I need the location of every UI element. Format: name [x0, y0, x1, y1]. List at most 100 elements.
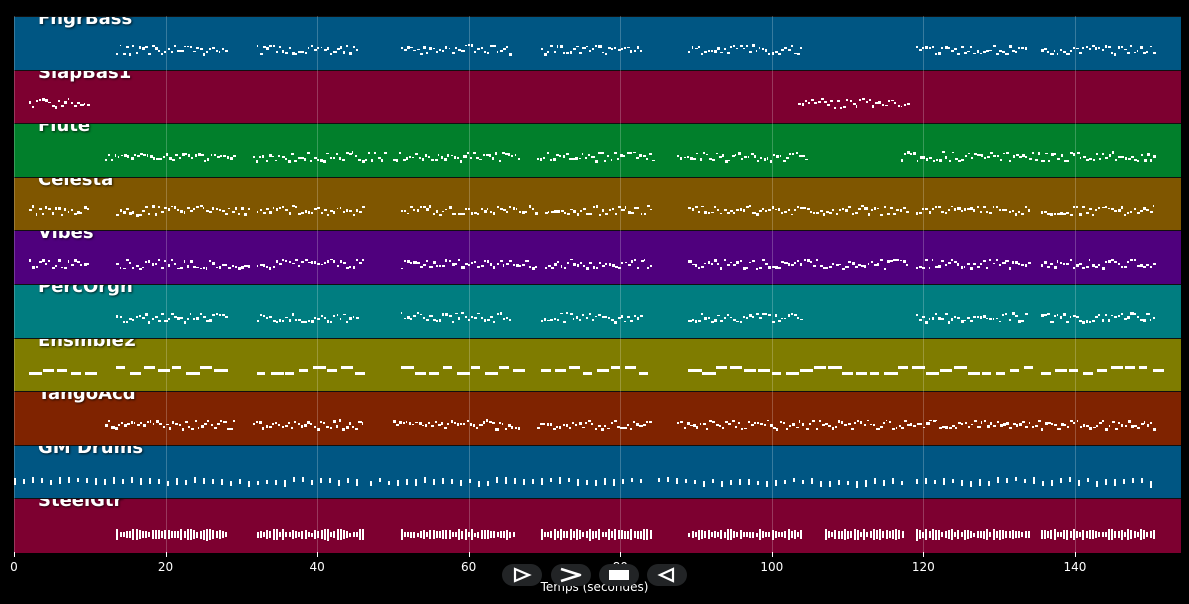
note [1060, 531, 1062, 538]
note [704, 262, 707, 265]
note [842, 267, 845, 271]
note [165, 153, 168, 156]
note [170, 205, 173, 208]
note [630, 260, 633, 263]
note [762, 258, 765, 261]
note [623, 47, 626, 50]
note [1035, 158, 1038, 162]
note [872, 528, 875, 541]
note [141, 47, 146, 50]
note [683, 426, 686, 430]
note [1051, 422, 1053, 426]
note [931, 529, 934, 540]
note [811, 98, 815, 102]
note [234, 265, 238, 269]
note [989, 49, 993, 52]
note [720, 320, 723, 322]
note [845, 209, 849, 212]
note [186, 207, 190, 210]
note [1040, 211, 1043, 214]
note [620, 530, 623, 539]
note [747, 155, 750, 158]
note [736, 320, 740, 323]
note [278, 45, 282, 49]
note [474, 532, 477, 537]
note [1002, 50, 1006, 53]
note [421, 424, 424, 427]
note [604, 424, 607, 428]
note [608, 263, 611, 266]
note [1117, 315, 1121, 317]
note [923, 156, 925, 159]
note [1015, 51, 1018, 54]
note [119, 44, 122, 47]
note [437, 423, 441, 427]
note [954, 47, 958, 50]
note [154, 47, 158, 51]
note [183, 531, 186, 538]
note [742, 531, 745, 538]
note [352, 532, 355, 537]
note [35, 212, 38, 216]
note [753, 155, 757, 159]
note [203, 477, 205, 484]
note [630, 320, 634, 323]
note [490, 263, 493, 266]
note [1111, 420, 1115, 423]
stop-button[interactable] [599, 564, 639, 586]
track-label: TangoAcd [38, 391, 136, 405]
note [1095, 47, 1098, 50]
note [259, 52, 263, 56]
note [145, 260, 147, 263]
note [760, 423, 763, 426]
note [1060, 316, 1062, 319]
note [342, 427, 345, 431]
note [278, 531, 281, 538]
note [982, 371, 991, 375]
note [177, 317, 180, 320]
note [559, 154, 562, 158]
note [889, 420, 891, 424]
note [257, 480, 259, 485]
note [193, 50, 196, 53]
step-back-button[interactable] [647, 564, 687, 586]
play-button[interactable] [551, 564, 591, 586]
note [1131, 478, 1134, 483]
note [875, 101, 879, 104]
note [127, 422, 131, 426]
note [903, 152, 907, 155]
note [388, 480, 391, 486]
note [820, 97, 824, 101]
note [645, 420, 648, 424]
note [180, 49, 184, 52]
note [428, 371, 439, 375]
note [755, 267, 758, 270]
note [1088, 48, 1091, 50]
note [1068, 477, 1071, 483]
note [113, 477, 115, 485]
note [637, 207, 639, 210]
note [733, 212, 735, 214]
note [1008, 266, 1011, 270]
note [1146, 263, 1150, 266]
note [448, 529, 451, 540]
x-tick-label: 100 [760, 560, 784, 574]
note [135, 52, 138, 54]
note [199, 205, 203, 208]
note [1054, 152, 1056, 155]
note [1146, 532, 1149, 538]
note [1124, 265, 1127, 269]
note [947, 320, 951, 324]
note [1031, 426, 1034, 429]
note [803, 207, 806, 210]
note [330, 320, 332, 323]
note [518, 264, 522, 267]
note [947, 261, 951, 265]
note [1127, 316, 1130, 319]
note [820, 480, 823, 488]
rewind-button[interactable] [502, 564, 542, 586]
note [720, 212, 723, 215]
note [591, 155, 595, 158]
note [333, 531, 336, 538]
note [995, 258, 998, 262]
